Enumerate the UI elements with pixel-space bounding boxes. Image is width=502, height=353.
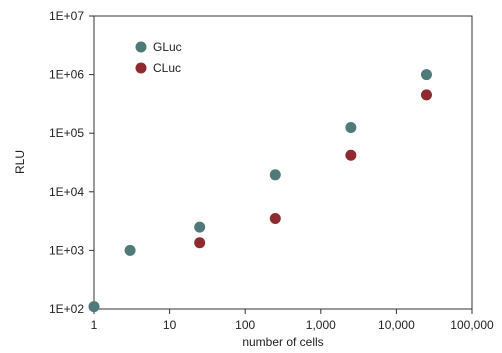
y-axis: 1E+02 1E+03 1E+04 1E+05 1E+06 1E+07: [49, 9, 94, 316]
plot-frame: [93, 15, 473, 310]
legend: GLuc CLuc: [135, 40, 182, 75]
y-tick-label: 1E+07: [49, 9, 84, 23]
y-axis-title: RLU: [13, 150, 27, 174]
data-point-gluc: [194, 221, 206, 233]
x-tick-label: 10: [163, 318, 177, 332]
x-tick-label: 100,000: [450, 318, 494, 332]
legend-label-cluc: CLuc: [153, 61, 181, 75]
x-tick-label: 1: [91, 318, 98, 332]
y-tick-label: 1E+04: [49, 185, 84, 199]
y-tick-label: 1E+05: [49, 126, 84, 140]
data-point-cluc: [345, 149, 357, 161]
y-tick-label: 1E+03: [49, 243, 84, 257]
data-point-cluc: [420, 89, 432, 101]
data-point-gluc: [420, 69, 432, 81]
legend-marker-cluc: [135, 62, 147, 74]
data-point-cluc: [269, 213, 281, 225]
data-point-cluc: [194, 237, 206, 249]
x-tick-label: 100: [235, 318, 255, 332]
legend-label-gluc: GLuc: [153, 40, 182, 54]
data-point-gluc: [124, 244, 136, 256]
x-axis-title: number of cells: [242, 335, 323, 349]
data-point-gluc: [88, 301, 100, 313]
x-axis: 1 10 100 1,000 10,000 100,000: [91, 309, 494, 332]
x-tick-label: 10,000: [378, 318, 415, 332]
data-points: [88, 69, 432, 313]
data-point-gluc: [345, 122, 357, 134]
x-tick-label: 1,000: [306, 318, 336, 332]
data-point-gluc: [269, 169, 281, 181]
legend-marker-gluc: [135, 41, 147, 53]
y-tick-label: 1E+02: [49, 302, 84, 316]
y-tick-label: 1E+06: [49, 68, 84, 82]
